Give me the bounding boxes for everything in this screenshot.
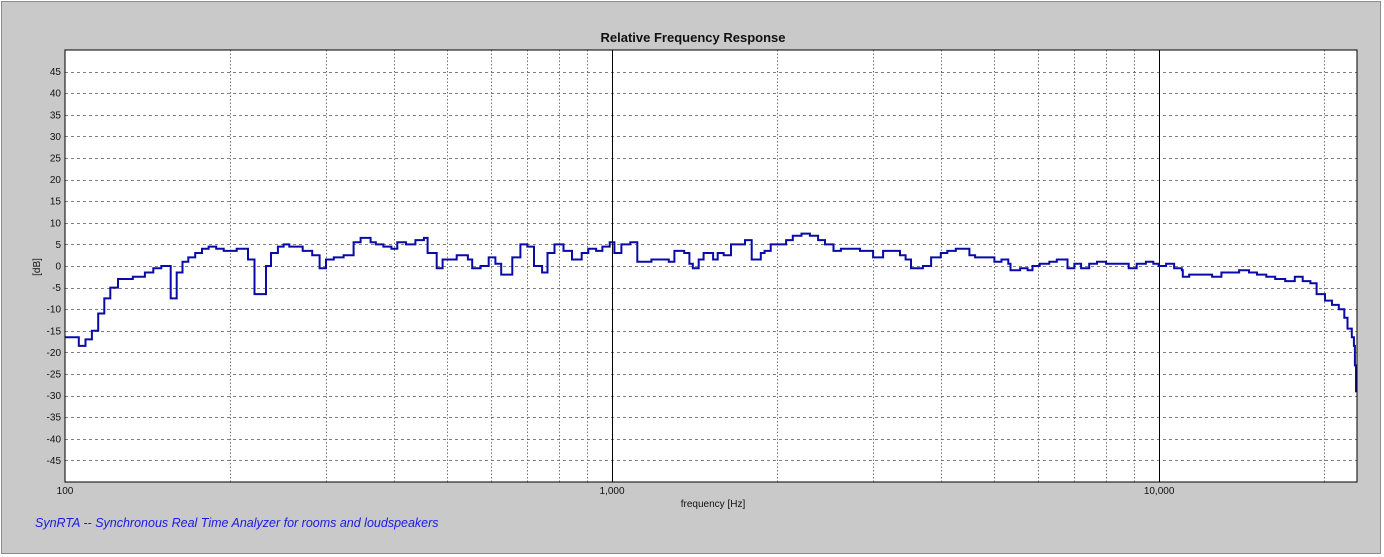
y-tick-label: -45 bbox=[47, 456, 62, 467]
series-line bbox=[65, 232, 1357, 393]
y-tick-label: -10 bbox=[47, 305, 62, 316]
plot-area bbox=[64, 49, 1358, 483]
y-tick-label: -40 bbox=[47, 434, 62, 445]
y-tick-label: -30 bbox=[47, 391, 62, 402]
y-tick-label: -35 bbox=[47, 413, 62, 424]
chart-title: Relative Frequency Response bbox=[601, 30, 786, 45]
x-axis-label: frequency [Hz] bbox=[681, 499, 746, 510]
y-tick-label: 30 bbox=[50, 132, 62, 143]
y-tick-label: 45 bbox=[50, 67, 62, 78]
x-tick-label: 10,000 bbox=[1144, 486, 1175, 497]
y-tick-label: 20 bbox=[50, 175, 62, 186]
y-tick-label: 5 bbox=[55, 240, 61, 251]
footer-note: SynRTA -- Synchronous Real Time Analyzer… bbox=[35, 516, 439, 530]
y-tick-label: 40 bbox=[50, 89, 62, 100]
y-tick-label: -5 bbox=[52, 283, 61, 294]
x-tick-labels: 100 1,000 10,000 bbox=[57, 486, 1175, 497]
grid-lines bbox=[65, 50, 1357, 482]
y-tick-label: 10 bbox=[50, 218, 62, 229]
y-tick-label: 0 bbox=[55, 262, 61, 273]
series-layer bbox=[65, 232, 1357, 393]
y-tick-label: 15 bbox=[50, 197, 62, 208]
x-tick-label: 1,000 bbox=[600, 486, 625, 497]
y-axis-label: [dB] bbox=[32, 258, 43, 276]
y-tick-label: 25 bbox=[50, 154, 62, 165]
x-tick-label: 100 bbox=[57, 486, 74, 497]
plot-frame bbox=[64, 49, 1358, 483]
y-tick-label: 35 bbox=[50, 110, 62, 121]
y-tick-label: -15 bbox=[47, 326, 62, 337]
y-tick-label: -25 bbox=[47, 370, 62, 381]
y-tick-label: -20 bbox=[47, 348, 62, 359]
y-tick-labels: 45 40 35 30 25 20 15 10 5 0 -5 -10 -15 -20 -25 -30 -35 -4… bbox=[47, 67, 62, 467]
